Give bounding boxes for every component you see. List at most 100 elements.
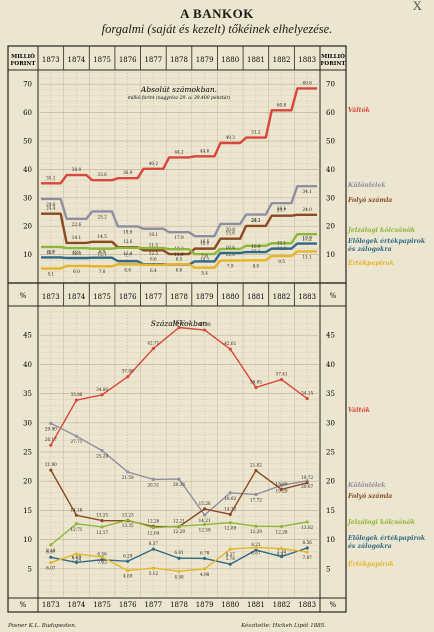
bottom-series-4-point <box>254 548 258 552</box>
bottom-series-3-data-label: 12.89 <box>224 526 236 531</box>
bottom-year-label: 1883 <box>298 293 316 301</box>
bottom-series-5-data-label: 8.47 <box>277 552 287 557</box>
bottom-series-1-point <box>203 513 207 517</box>
bottom-series-3-point <box>279 524 284 529</box>
bottom-series-1-point <box>151 477 155 481</box>
top-series-4-data-label: 12.1 <box>277 241 287 246</box>
bottom-series-5-point <box>279 546 284 551</box>
bottom-panel-title: Százalékokban <box>151 319 208 328</box>
top-year-label: 1873 <box>42 56 60 64</box>
top-series-0-data-label: 36.9 <box>123 170 133 175</box>
bottom-y-tick-right: 5 <box>326 565 330 573</box>
bottom-series-4-point <box>177 556 181 560</box>
bottom-series-2-point <box>279 487 284 491</box>
bottom-series-4-point <box>151 547 155 551</box>
bottom-series-2-point <box>228 512 232 516</box>
bottom-y-tick: 30 <box>23 419 32 427</box>
bottom-legend-label: Előlegek értékpapirok <box>347 535 425 542</box>
bottom-year-label-bottom: 1883 <box>298 601 316 609</box>
bottom-series-0-point <box>254 385 258 390</box>
bottom-series-0-point <box>126 375 130 379</box>
bottom-year-label: 1877 <box>144 293 162 301</box>
bottom-series-1-point <box>49 421 53 425</box>
bottom-year-label-bottom: 1878 <box>170 601 188 609</box>
top-year-label: 1883 <box>298 56 316 64</box>
top-legend-label: és zálogokra <box>348 246 392 253</box>
bottom-unit-label-right: % <box>330 292 337 300</box>
bottom-series-1-point <box>74 434 79 438</box>
bottom-y-tick: 45 <box>23 332 32 340</box>
bottom-series-3-point <box>126 518 130 522</box>
bottom-series-2-data-label: 13.23 <box>122 513 134 518</box>
bottom-series-1-point <box>100 448 104 453</box>
bottom-series-0-point <box>203 328 207 332</box>
top-series-2-data-label: 15.6 <box>226 231 236 236</box>
top-y-tick: 30 <box>23 194 32 202</box>
top-year-label: 1877 <box>144 56 162 64</box>
top-series-1-data-label: 16.5 <box>200 239 210 244</box>
top-series-1-data-label: 24.1 <box>251 218 261 223</box>
top-series-1-data-label: 28.1 <box>277 206 287 211</box>
bottom-series-4-data-label: 6.56 <box>97 552 107 557</box>
top-series-5-data-label: 11.1 <box>303 254 313 259</box>
bottom-legend-label: Jelzálogi kölcsönök <box>347 519 415 526</box>
bottom-series-5-data-label: 4.58 <box>174 574 184 579</box>
top-series-2-data-label: 24.4 <box>46 206 56 211</box>
bottom-series-2-point <box>254 468 258 473</box>
top-series-4-data-label: 10.6 <box>226 245 236 250</box>
bottom-year-label: 1882 <box>273 293 291 301</box>
top-series-2-line <box>41 212 317 256</box>
bottom-y-tick-right: 45 <box>326 332 335 340</box>
bottom-series-3-point <box>203 522 207 527</box>
top-series-2-data-label: 12.1 <box>200 241 210 246</box>
top-series-1-data-label: 25.2 <box>97 214 107 219</box>
top-legend-label: Értékpapirok <box>347 259 394 267</box>
bottom-series-3-data-label: 12.26 <box>276 529 288 534</box>
top-y-tick: 10 <box>23 251 32 259</box>
bottom-y-tick-right: 25 <box>326 449 335 457</box>
bottom-series-0-point <box>151 346 155 351</box>
bottom-series-2-data-label: 14.32 <box>224 506 236 511</box>
top-series-3-data-label: 12.7 <box>46 250 56 255</box>
bottom-series-4-data-label: 6.78 <box>200 550 210 555</box>
bottom-series-4-point <box>203 556 207 561</box>
top-series-0-data-label: 44.2 <box>174 149 184 154</box>
bottom-series-0-data-label: 34.15 <box>301 391 313 396</box>
bottom-series-5-point <box>74 552 79 556</box>
top-series-0-data-label: 44.6 <box>200 148 210 153</box>
top-y-tick: 50 <box>23 138 32 146</box>
bottom-year-label-bottom: 1876 <box>119 601 137 609</box>
top-series-3-data-label: 10.2 <box>200 257 210 262</box>
bottom-series-4-point <box>279 554 284 559</box>
top-series-4-data-label: 13.9 <box>303 236 313 241</box>
bottom-series-2-point <box>203 507 207 511</box>
top-series-3-data-label: 12.1 <box>97 252 107 257</box>
bottom-year-label: 1881 <box>247 293 265 301</box>
bottom-series-0-point <box>74 398 79 402</box>
bottom-series-4-data-label: 6.29 <box>123 553 133 558</box>
top-series-4-data-label: 10.9 <box>251 244 261 249</box>
top-year-label: 1879 <box>196 56 214 64</box>
bottom-series-3-point <box>49 543 53 547</box>
top-y-tick-right: 20 <box>326 223 335 231</box>
top-year-label: 1874 <box>68 56 86 64</box>
bottom-series-3-data-label: 12.29 <box>250 529 262 534</box>
bottom-series-2-data-label: 21.82 <box>250 463 262 468</box>
top-series-3-data-label: 17.2 <box>303 237 313 242</box>
bottom-series-0-data-label: 26.17 <box>45 437 57 442</box>
top-series-4-data-label: 7.7 <box>124 253 131 258</box>
top-y-tick-right: 60 <box>326 109 335 117</box>
bottom-series-4-data-label: 8.56 <box>303 540 313 545</box>
bottom-series-4-data-label: 7.10 <box>277 549 287 554</box>
top-year-label: 1880 <box>221 56 239 64</box>
absolute-panel: 1873 1874 1875 1876 1877 1878 1879 1880 1881 1882… <box>7 45 425 284</box>
top-series-5-data-label: 6.6 <box>176 267 183 272</box>
bottom-legend-label: Váltók <box>348 407 370 414</box>
bottom-series-5-point <box>126 569 130 573</box>
top-year-label: 1881 <box>247 56 265 64</box>
bottom-series-5-data-label: 7.87 <box>303 555 313 560</box>
top-series-5-data-label: 7.9 <box>227 264 234 269</box>
bottom-series-4-data-label: 8.21 <box>251 542 261 547</box>
bottom-series-0-point <box>100 393 104 397</box>
bottom-series-0-data-label: 37.41 <box>276 372 288 377</box>
